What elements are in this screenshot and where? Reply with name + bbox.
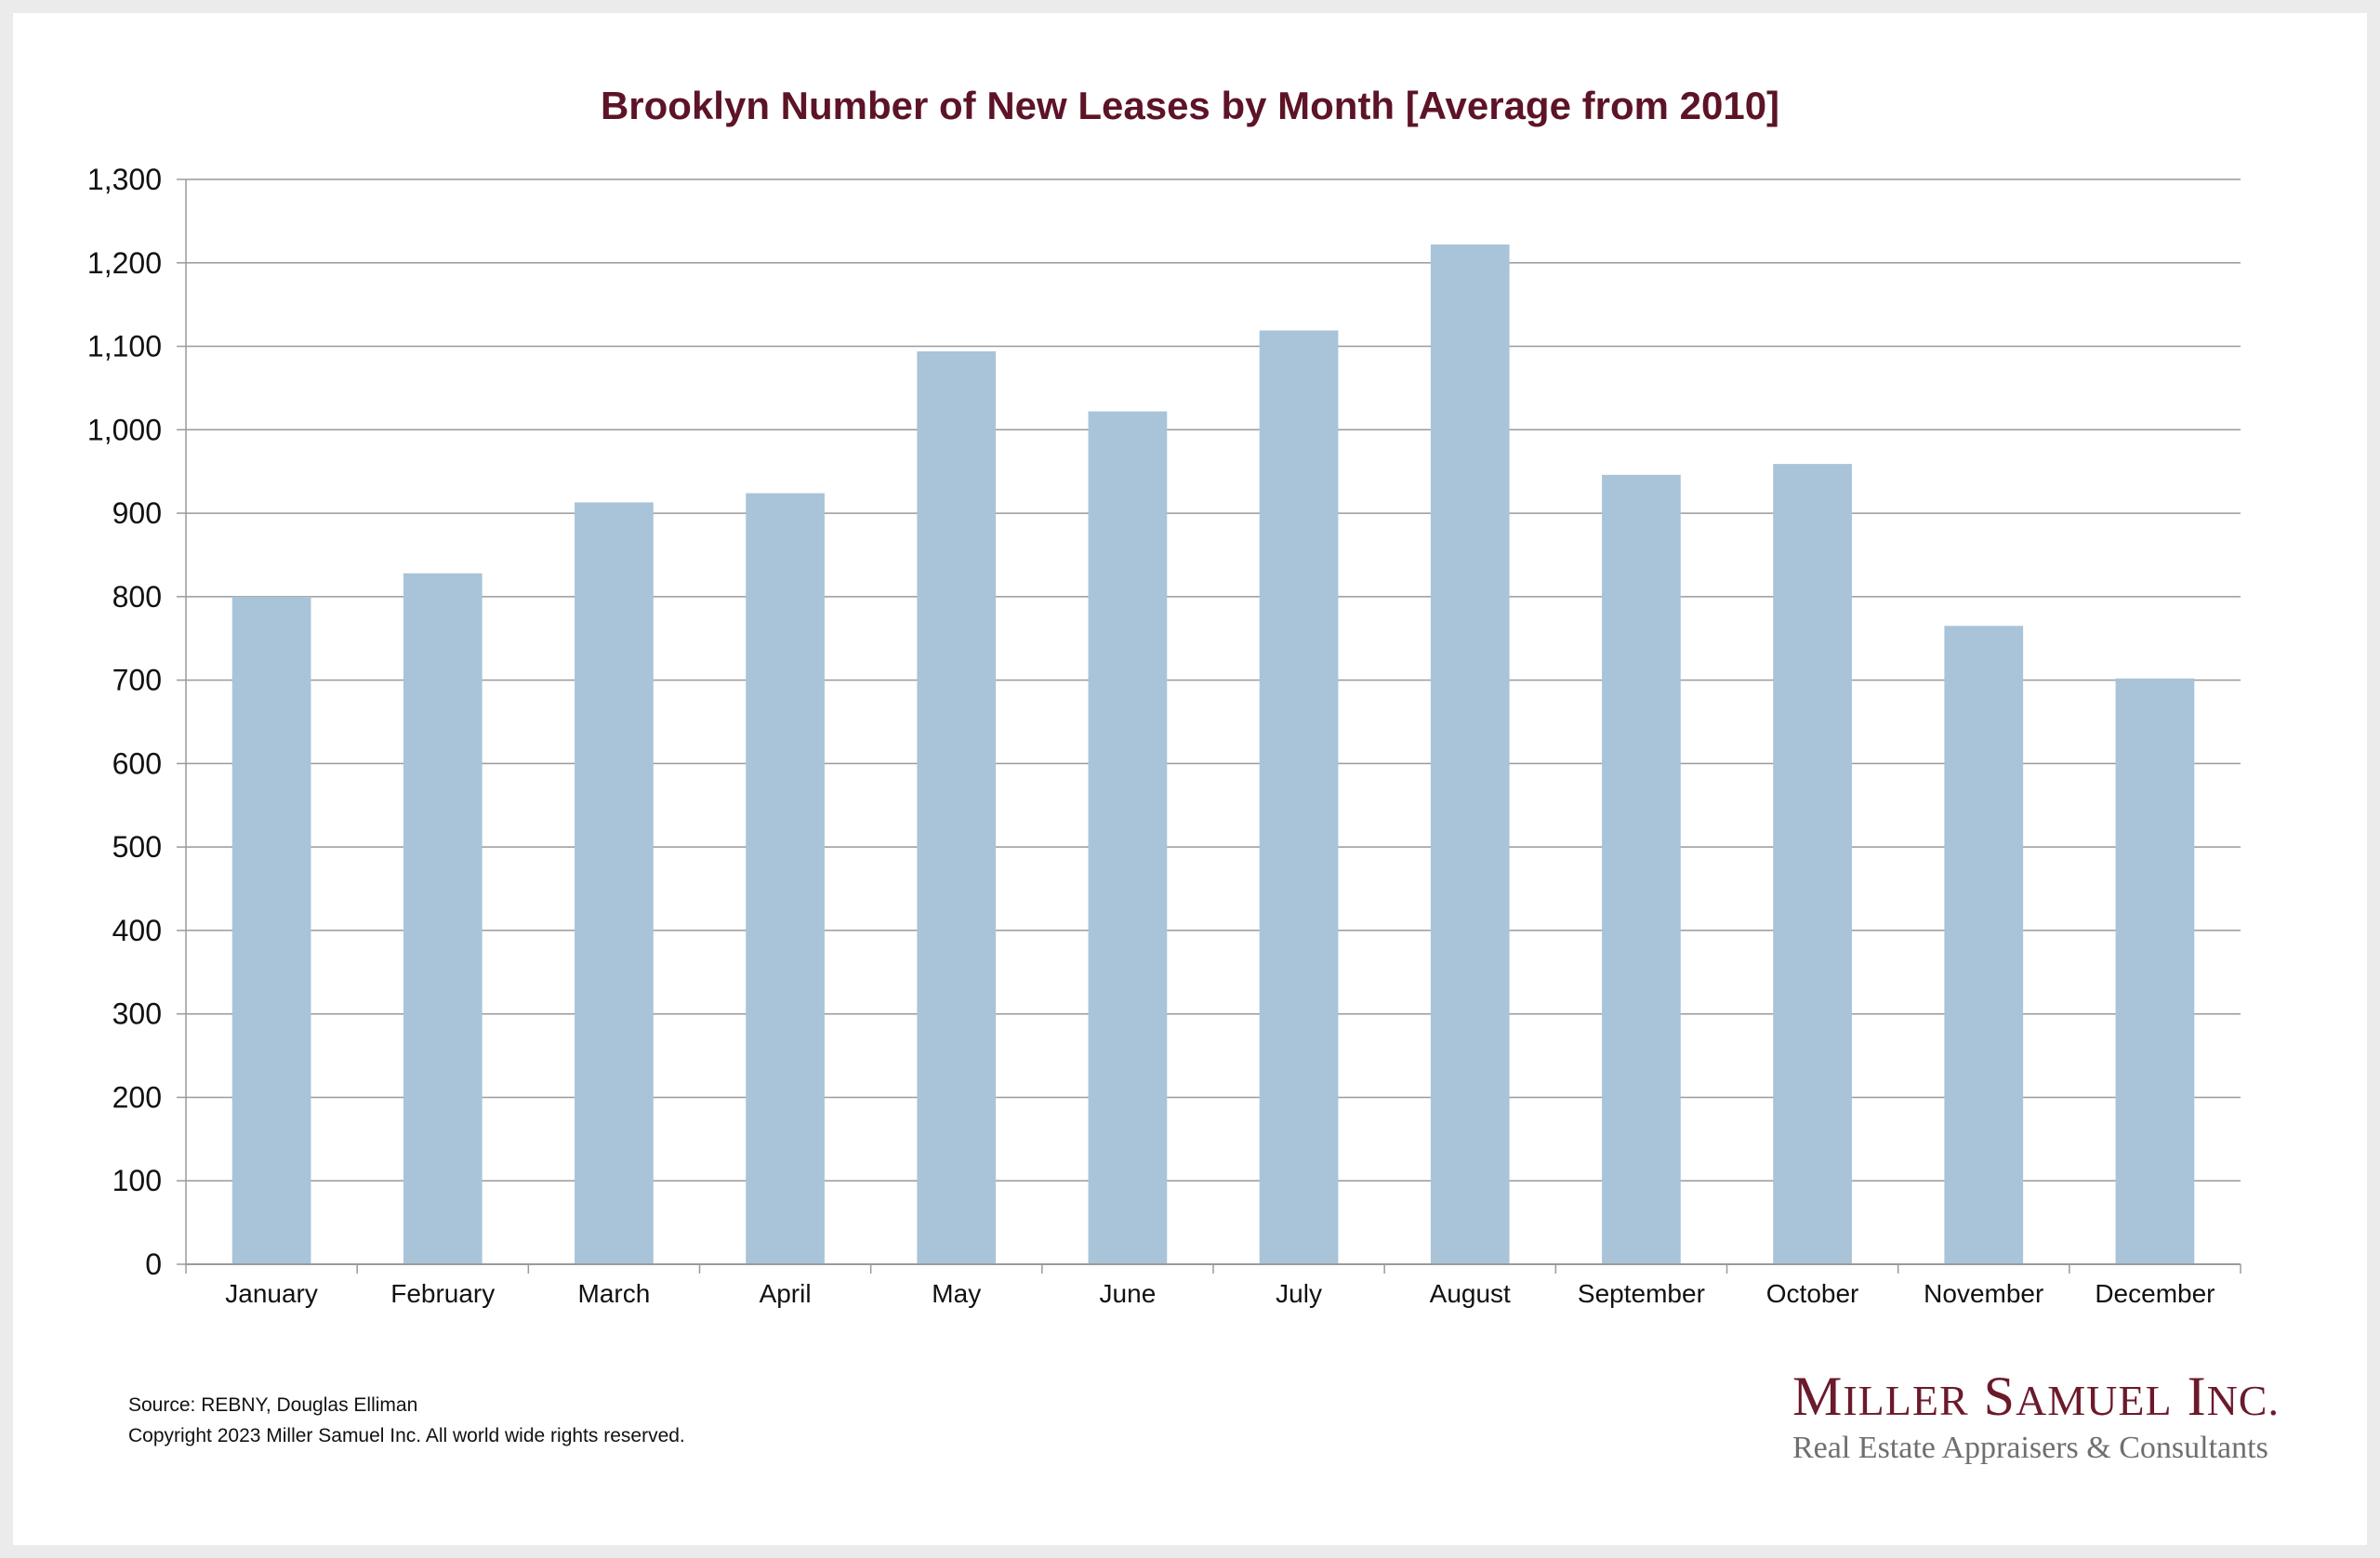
bar-november <box>1944 626 2024 1264</box>
bar-january <box>231 596 311 1264</box>
x-tick-label: December <box>2095 1279 2215 1308</box>
x-tick-label: February <box>390 1279 495 1308</box>
chart-title: Brooklyn Number of New Leases by Month [… <box>600 84 1780 127</box>
y-tick-label: 1,300 <box>87 163 162 196</box>
y-tick-label: 1,200 <box>87 246 162 280</box>
bar-may <box>917 350 997 1264</box>
y-tick-label: 1,000 <box>87 413 162 446</box>
y-tick-label: 1,100 <box>87 330 162 363</box>
x-tick-label: May <box>932 1279 981 1308</box>
y-tick-label: 500 <box>112 830 162 864</box>
x-tick-label: April <box>760 1279 812 1308</box>
bar-september <box>1602 474 1681 1264</box>
x-tick-label: November <box>1924 1279 2043 1308</box>
y-tick-label: 400 <box>112 914 162 947</box>
bar-april <box>746 493 825 1264</box>
x-tick-label: March <box>578 1279 651 1308</box>
logo-name: MILLER SAMUEL INC. <box>1792 1366 2280 1427</box>
bar-february <box>403 573 483 1264</box>
x-tick-label: August <box>1430 1279 1511 1308</box>
logo-tagline: Real Estate Appraisers & Consultants <box>1792 1431 2268 1465</box>
bar-december <box>2115 678 2195 1264</box>
bar-march <box>575 502 654 1264</box>
bar-august <box>1430 244 1510 1264</box>
y-tick-label: 600 <box>112 746 162 780</box>
y-tick-label: 0 <box>145 1248 162 1281</box>
bar-july <box>1259 330 1339 1264</box>
x-tick-label: September <box>1578 1279 1705 1308</box>
source-note: Source: REBNY, Douglas Elliman <box>128 1394 418 1416</box>
y-tick-label: 100 <box>112 1164 162 1197</box>
x-tick-label: July <box>1276 1279 1322 1308</box>
bar-june <box>1088 411 1168 1264</box>
bar-october <box>1773 464 1852 1265</box>
x-tick-label: June <box>1100 1279 1157 1308</box>
copyright-note: Copyright 2023 Miller Samuel Inc. All wo… <box>128 1425 685 1446</box>
y-tick-label: 300 <box>112 997 162 1031</box>
y-tick-label: 800 <box>112 580 162 614</box>
x-tick-label: October <box>1766 1279 1859 1308</box>
y-tick-label: 700 <box>112 664 162 697</box>
y-tick-label: 900 <box>112 496 162 530</box>
y-tick-label: 200 <box>112 1080 162 1114</box>
x-tick-label: January <box>225 1279 318 1308</box>
company-logo: MILLER SAMUEL INC. Real Estate Appraiser… <box>1792 1365 2280 1466</box>
